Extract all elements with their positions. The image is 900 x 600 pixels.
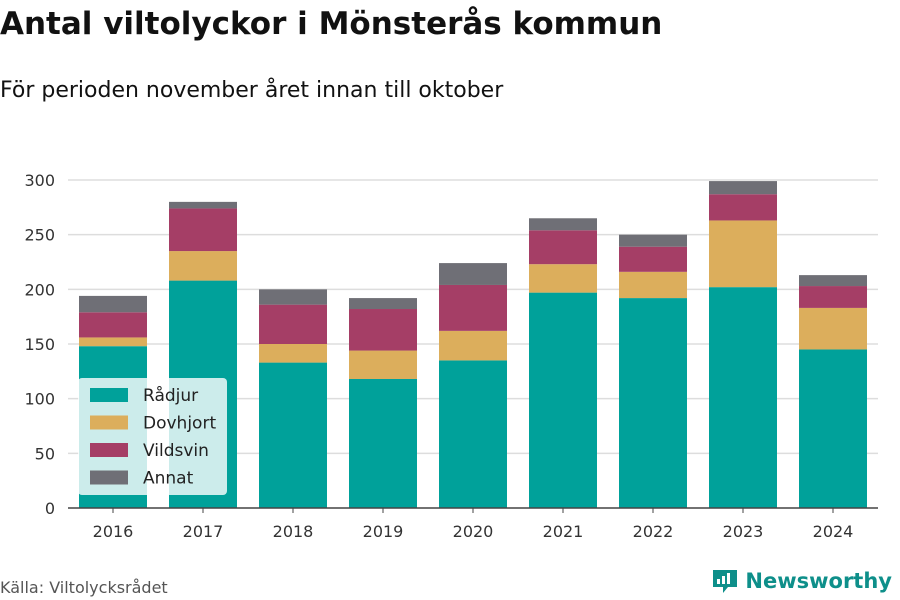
- bar-segment-dovhjort: [619, 271, 687, 299]
- bar-segment-vildsvin: [79, 312, 147, 338]
- bar-segment-annat: [169, 201, 237, 209]
- legend-label: Vildsvin: [143, 441, 209, 461]
- legend-label: Dovhjort: [143, 414, 216, 434]
- bar-segment-vildsvin: [709, 194, 777, 221]
- y-tick-label: 200: [24, 280, 55, 299]
- bar-segment-annat: [619, 234, 687, 247]
- bar-segment-annat: [529, 218, 597, 231]
- bar-segment-dovhjort: [259, 344, 327, 363]
- y-tick-label: 300: [24, 171, 55, 190]
- x-tick-label: 2024: [813, 522, 854, 541]
- x-tick-label: 2022: [633, 522, 674, 541]
- bar-segment-annat: [439, 263, 507, 285]
- x-tick-label: 2021: [543, 522, 584, 541]
- legend-swatch-dovhjort: [90, 415, 128, 430]
- bar-segment-rådjur: [619, 298, 687, 508]
- y-tick-label: 100: [24, 390, 55, 409]
- legend: Rådjur Dovhjort Vildsvin Annat: [78, 378, 227, 495]
- bar-segment-dovhjort: [799, 307, 867, 350]
- bar-segment-vildsvin: [169, 208, 237, 252]
- y-tick-label: 250: [24, 226, 55, 245]
- y-tick-label: 150: [24, 335, 55, 354]
- bar-segment-rådjur: [709, 287, 777, 508]
- source-note: Källa: Viltolycksrådet: [0, 578, 168, 597]
- bar-segment-annat: [79, 295, 147, 313]
- legend-swatch-vildsvin: [90, 443, 128, 457]
- bar-segment-vildsvin: [349, 309, 417, 351]
- bar-segment-vildsvin: [619, 246, 687, 272]
- bar-segment-rådjur: [349, 378, 417, 508]
- bar-segment-rådjur: [799, 349, 867, 508]
- bar-segment-dovhjort: [349, 350, 417, 379]
- x-axis: 2016 2017 2018 2019 2020 2021 2022 2023 2024: [68, 507, 878, 541]
- legend-label: Rådjur: [143, 385, 198, 406]
- bar-segment-rådjur: [259, 362, 327, 508]
- x-tick-label: 2023: [723, 522, 764, 541]
- bar-segment-rådjur: [529, 292, 597, 508]
- bar-segment-dovhjort: [79, 337, 147, 347]
- chart-title: Antal viltolyckor i Mönsterås kommun: [0, 6, 663, 42]
- x-tick-label: 2020: [453, 522, 494, 541]
- legend-label: Annat: [143, 469, 194, 489]
- bar-segment-annat: [709, 181, 777, 195]
- bar-segment-dovhjort: [439, 330, 507, 361]
- newsworthy-logo-icon: [713, 570, 738, 593]
- y-tick-label: 50: [35, 444, 55, 463]
- x-tick-label: 2019: [363, 522, 404, 541]
- chart-subtitle: För perioden november året innan till ok…: [0, 78, 504, 103]
- x-tick-label: 2017: [183, 522, 224, 541]
- legend-swatch-annat: [90, 470, 128, 485]
- x-tick-label: 2018: [273, 522, 314, 541]
- brand-name: Newsworthy: [745, 569, 892, 593]
- brand[interactable]: Newsworthy: [712, 568, 892, 594]
- bar-segment-vildsvin: [439, 284, 507, 331]
- legend-box: [78, 378, 227, 495]
- bar-segment-dovhjort: [709, 220, 777, 288]
- bar-segment-annat: [799, 275, 867, 287]
- bar-segment-dovhjort: [169, 251, 237, 281]
- legend-swatch-rådjur: [90, 388, 128, 402]
- bar-segment-annat: [349, 298, 417, 310]
- x-tick-label: 2016: [93, 522, 134, 541]
- bar-segment-rådjur: [439, 360, 507, 508]
- bar-segment-annat: [259, 289, 327, 305]
- bar-segment-vildsvin: [799, 286, 867, 308]
- y-tick-label: 0: [45, 499, 55, 518]
- y-axis-ticks: 0 50 100 150 200 250 300: [24, 171, 55, 518]
- bar-segment-vildsvin: [529, 230, 597, 265]
- bar-segment-dovhjort: [529, 264, 597, 293]
- bar-segment-vildsvin: [259, 304, 327, 344]
